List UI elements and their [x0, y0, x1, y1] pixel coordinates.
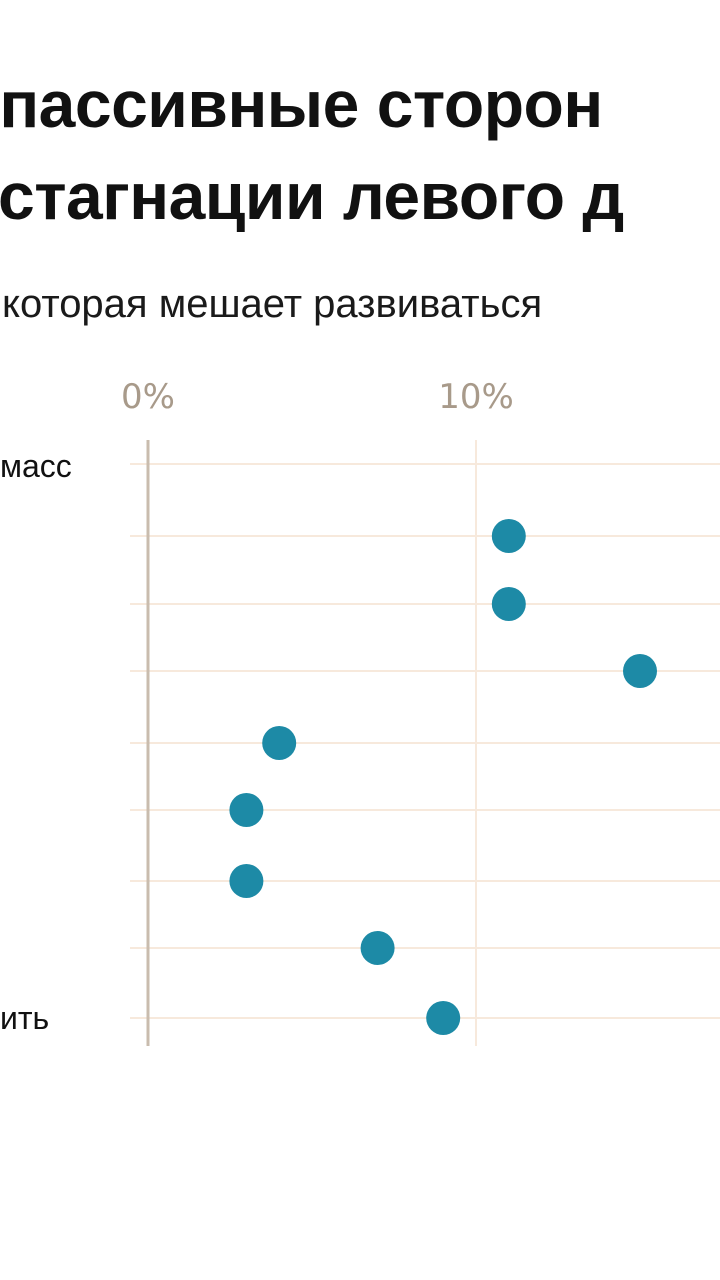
row-label-last: ить [0, 1000, 50, 1036]
data-point-row-8 [360, 931, 395, 965]
grid-layer [130, 440, 720, 1046]
chart-title-line-1: - пассивные сторон [0, 67, 603, 141]
data-point-row-6 [229, 793, 264, 827]
data-point-row-7 [229, 864, 264, 898]
data-point-row-3 [491, 587, 526, 621]
x-tick-label-2: 10% [438, 377, 514, 417]
data-point-row-4 [623, 654, 657, 688]
data-point-row-2 [491, 519, 526, 553]
data-point-row-5 [262, 726, 297, 760]
dot-layer [229, 519, 657, 1035]
axis-layer: 0% 10% [121, 377, 514, 1046]
chart-title: - пассивные сторон стагнации левого д [0, 58, 624, 242]
chart-title-line-2: стагнации левого д [0, 159, 624, 233]
row-label-first: масс [0, 448, 72, 484]
chart-subtitle: которая мешает развиваться [2, 282, 543, 326]
x-tick-label-1: 0% [121, 377, 175, 417]
data-point-row-9 [426, 1001, 461, 1035]
